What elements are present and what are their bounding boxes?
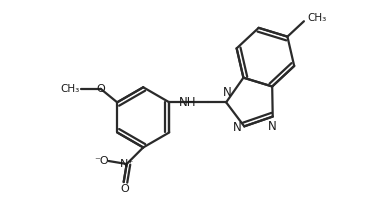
Text: ⁻O: ⁻O: [94, 156, 109, 166]
Text: NH: NH: [179, 96, 197, 109]
Text: N: N: [233, 121, 241, 134]
Text: N⁺: N⁺: [120, 159, 134, 169]
Text: O: O: [96, 84, 105, 94]
Text: O: O: [121, 184, 130, 194]
Text: CH₃: CH₃: [60, 84, 80, 94]
Text: N: N: [268, 120, 277, 133]
Text: N: N: [223, 86, 232, 99]
Text: CH₃: CH₃: [307, 13, 326, 23]
